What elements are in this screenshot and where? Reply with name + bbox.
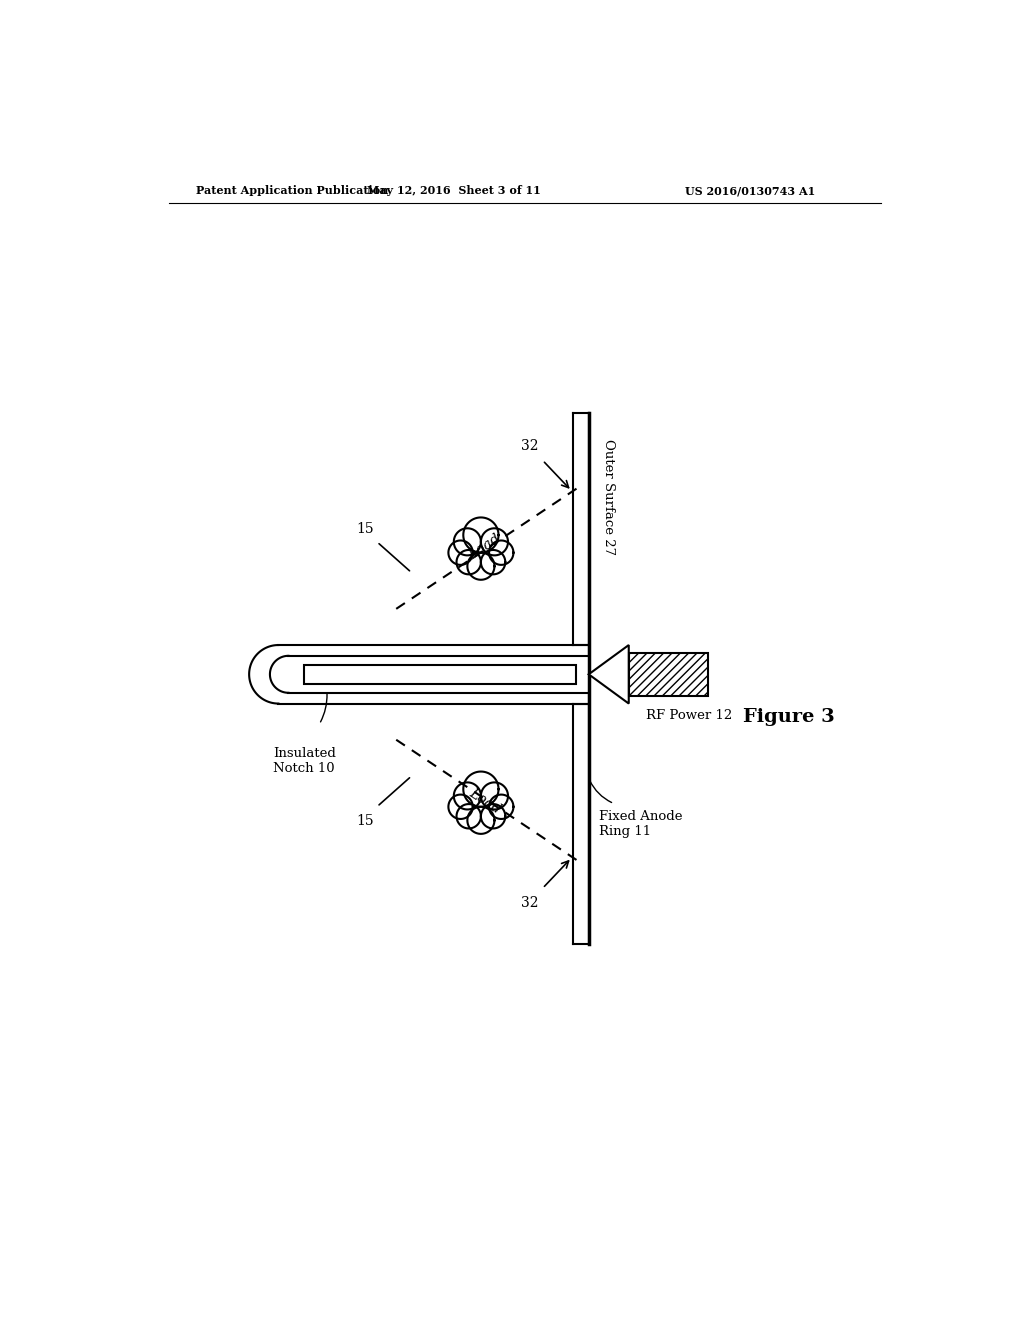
Text: Load: Load <box>466 532 503 562</box>
Text: May 12, 2016  Sheet 3 of 11: May 12, 2016 Sheet 3 of 11 <box>367 185 541 197</box>
Polygon shape <box>449 795 473 818</box>
Text: 32: 32 <box>520 896 539 909</box>
Polygon shape <box>457 804 481 829</box>
Text: Fixed Anode
Ring 11: Fixed Anode Ring 11 <box>599 810 682 838</box>
Polygon shape <box>467 807 495 834</box>
Text: 15: 15 <box>356 521 374 536</box>
Polygon shape <box>589 645 629 704</box>
Text: US 2016/0130743 A1: US 2016/0130743 A1 <box>685 185 815 197</box>
Text: Figure 3: Figure 3 <box>743 708 835 726</box>
Text: Outer Surface 27: Outer Surface 27 <box>602 440 614 556</box>
Polygon shape <box>457 550 481 574</box>
Polygon shape <box>489 795 513 818</box>
Text: RF Power 12: RF Power 12 <box>646 709 732 722</box>
Text: 15: 15 <box>356 814 374 829</box>
Polygon shape <box>481 528 508 556</box>
Polygon shape <box>463 771 499 807</box>
Bar <box>629 653 708 696</box>
Text: Insulated
Notch 10: Insulated Notch 10 <box>273 747 336 775</box>
Polygon shape <box>481 783 508 809</box>
Polygon shape <box>449 540 473 565</box>
Polygon shape <box>454 783 481 809</box>
Bar <box>304 665 575 684</box>
Polygon shape <box>481 550 505 574</box>
Polygon shape <box>489 540 513 565</box>
Polygon shape <box>481 804 505 829</box>
Polygon shape <box>467 553 495 579</box>
Text: Patent Application Publication: Patent Application Publication <box>196 185 388 197</box>
Polygon shape <box>454 528 481 556</box>
Text: Load: Load <box>466 785 503 817</box>
Text: 32: 32 <box>520 438 539 453</box>
Polygon shape <box>463 517 499 553</box>
